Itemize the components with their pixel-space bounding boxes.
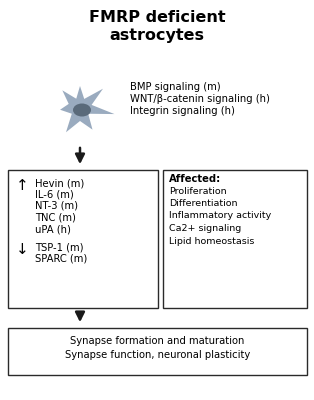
Text: Lipid homeostasis: Lipid homeostasis <box>169 236 254 246</box>
Text: Proliferation: Proliferation <box>169 186 227 196</box>
Bar <box>8 170 158 308</box>
Text: BMP signaling (m): BMP signaling (m) <box>130 82 221 92</box>
Text: astrocytes: astrocytes <box>110 28 204 43</box>
Text: FMRP deficient: FMRP deficient <box>89 10 225 25</box>
Ellipse shape <box>73 104 91 116</box>
Text: Integrin signaling (h): Integrin signaling (h) <box>130 106 235 116</box>
Bar <box>8 328 307 375</box>
Text: Affected:: Affected: <box>169 174 221 184</box>
Text: Synapse formation and maturation: Synapse formation and maturation <box>70 336 245 346</box>
Text: IL-6 (m): IL-6 (m) <box>35 190 74 200</box>
Text: WNT/β-catenin signaling (h): WNT/β-catenin signaling (h) <box>130 94 270 104</box>
Text: Synapse function, neuronal plasticity: Synapse function, neuronal plasticity <box>65 350 250 360</box>
Text: uPA (h): uPA (h) <box>35 224 71 234</box>
Text: Differentiation: Differentiation <box>169 199 237 208</box>
Text: ↓: ↓ <box>16 242 28 257</box>
Text: TSP-1 (m): TSP-1 (m) <box>35 242 84 252</box>
Text: Hevin (m): Hevin (m) <box>35 178 84 188</box>
Bar <box>163 170 307 308</box>
Text: SPARC (m): SPARC (m) <box>35 254 87 264</box>
Text: Ca2+ signaling: Ca2+ signaling <box>169 224 241 233</box>
Text: TNC (m): TNC (m) <box>35 212 76 222</box>
Text: NT-3 (m): NT-3 (m) <box>35 201 78 211</box>
Text: Inflammatory activity: Inflammatory activity <box>169 212 271 220</box>
Polygon shape <box>60 86 115 132</box>
Text: ↑: ↑ <box>16 178 28 193</box>
